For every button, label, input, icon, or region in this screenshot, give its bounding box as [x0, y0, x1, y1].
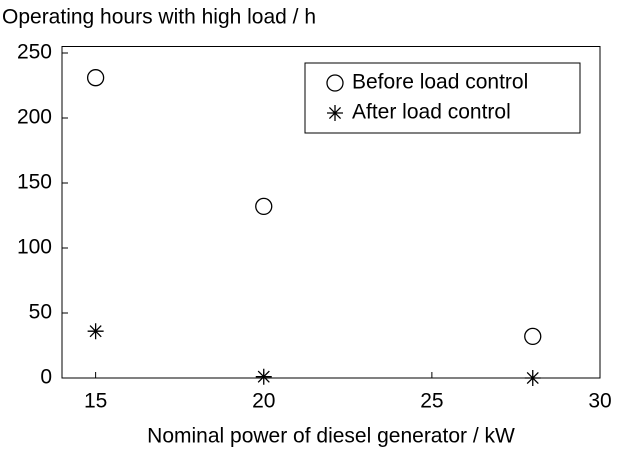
legend-box [304, 62, 581, 134]
marker-asterisk [327, 105, 343, 121]
marker-asterisk [87, 323, 104, 340]
y-tick-label: 200 [17, 106, 52, 129]
y-tick-label: 150 [17, 171, 52, 194]
marker-asterisk [255, 368, 272, 385]
chart-title: Operating hours with high load / h [2, 6, 316, 29]
marker-circle [255, 197, 273, 216]
marker-asterisk [524, 370, 541, 386]
legend-label: Before load control [352, 71, 528, 94]
y-tick-label: 50 [29, 301, 52, 324]
y-tick-label: 0 [40, 366, 52, 389]
x-axis-label: Nominal power of diesel generator / kW [147, 425, 515, 448]
marker-circle [524, 327, 542, 346]
marker-circle [86, 69, 105, 87]
y-tick-label: 250 [17, 41, 52, 64]
legend-label: After load control [352, 101, 511, 124]
y-tick-label: 100 [17, 236, 52, 259]
marker-circle [326, 74, 344, 92]
x-tick-label: 25 [420, 390, 443, 413]
x-tick-label: 20 [252, 390, 275, 413]
plot-area [61, 46, 601, 379]
x-tick-label: 30 [588, 390, 611, 413]
x-tick-label: 15 [84, 390, 107, 413]
